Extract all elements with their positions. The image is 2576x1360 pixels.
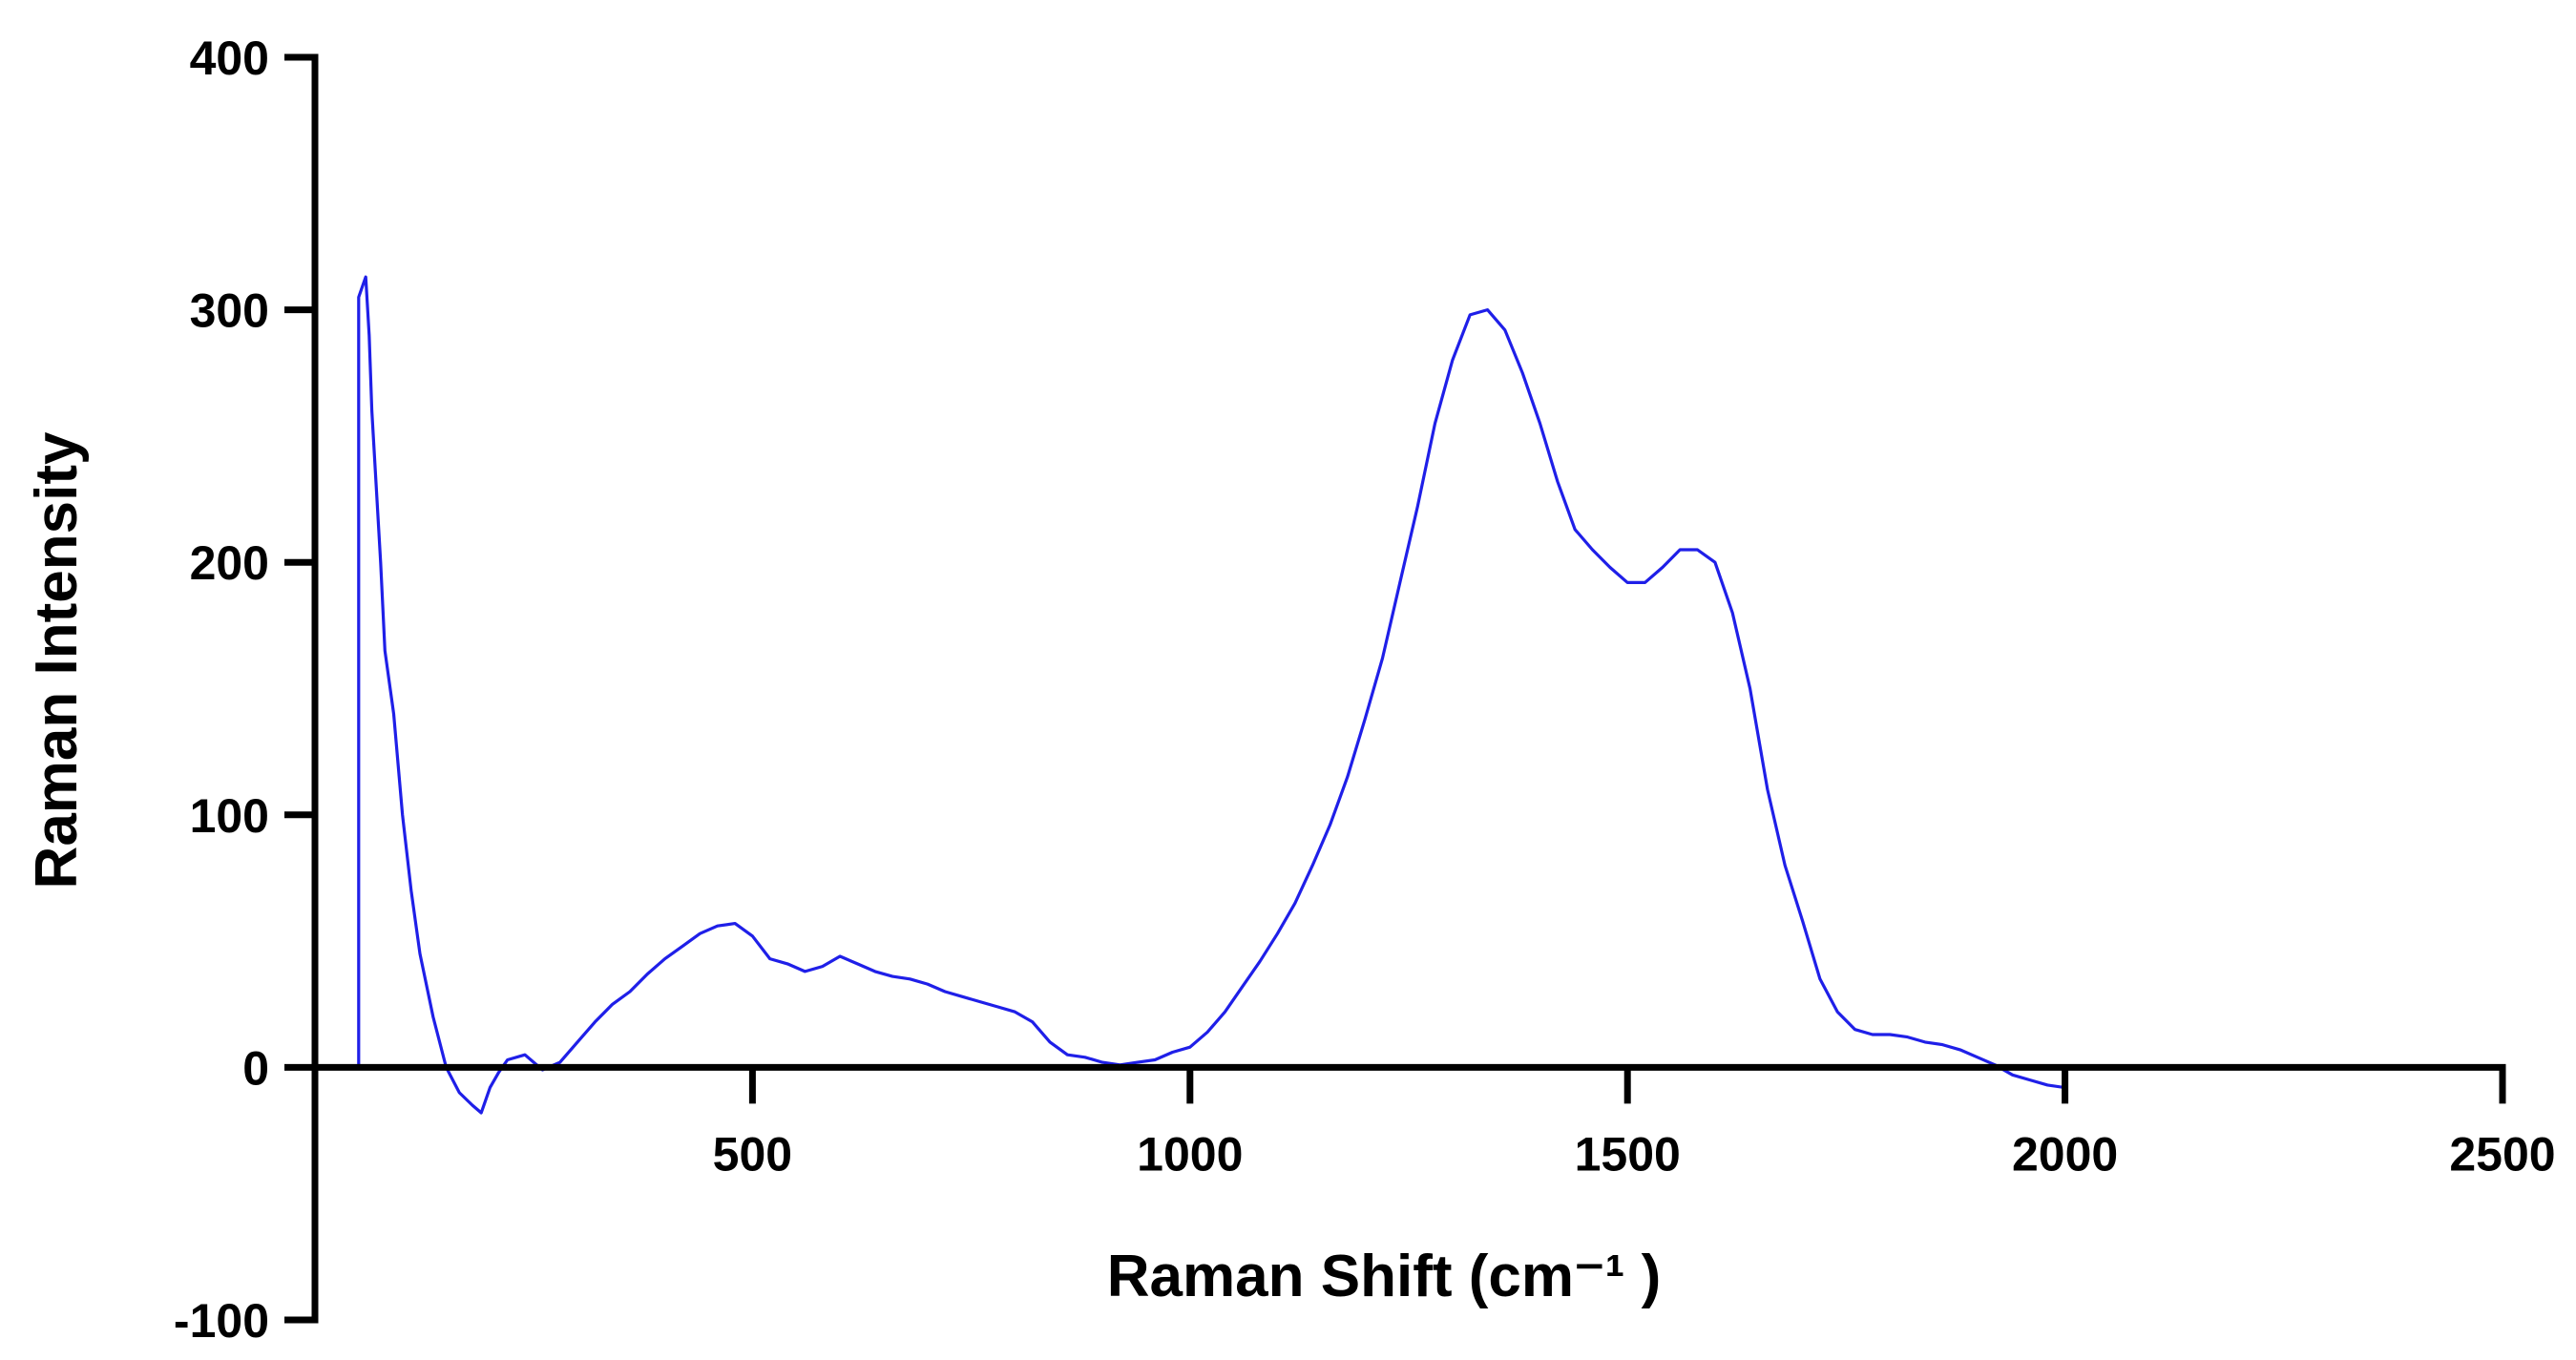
x-tick-label: 2000 (2012, 1127, 2118, 1181)
y-tick-label: 400 (190, 31, 269, 85)
y-tick-label: 200 (190, 536, 269, 590)
tick-labels: -100 0 100 200 300 400 500 1000 1500 2000 2500 (174, 31, 2556, 1348)
x-tick-label: 1500 (1575, 1127, 1681, 1181)
x-tick-label: 1000 (1137, 1127, 1243, 1181)
y-tick-label: 100 (190, 789, 269, 843)
axes (284, 53, 2506, 1324)
x-axis-title: Raman Shift (cm⁻¹ ) (1107, 1244, 1661, 1309)
y-tick-label: 300 (190, 284, 269, 338)
y-axis-title: Raman Intensity (24, 431, 90, 889)
y-tick-label: 0 (242, 1041, 269, 1095)
y-tick-label: -100 (174, 1294, 269, 1348)
series-line-0 (357, 275, 2065, 1115)
plot-area (357, 275, 2065, 1115)
x-tick-label: 2500 (2449, 1127, 2555, 1181)
x-tick-label: 500 (713, 1127, 792, 1181)
